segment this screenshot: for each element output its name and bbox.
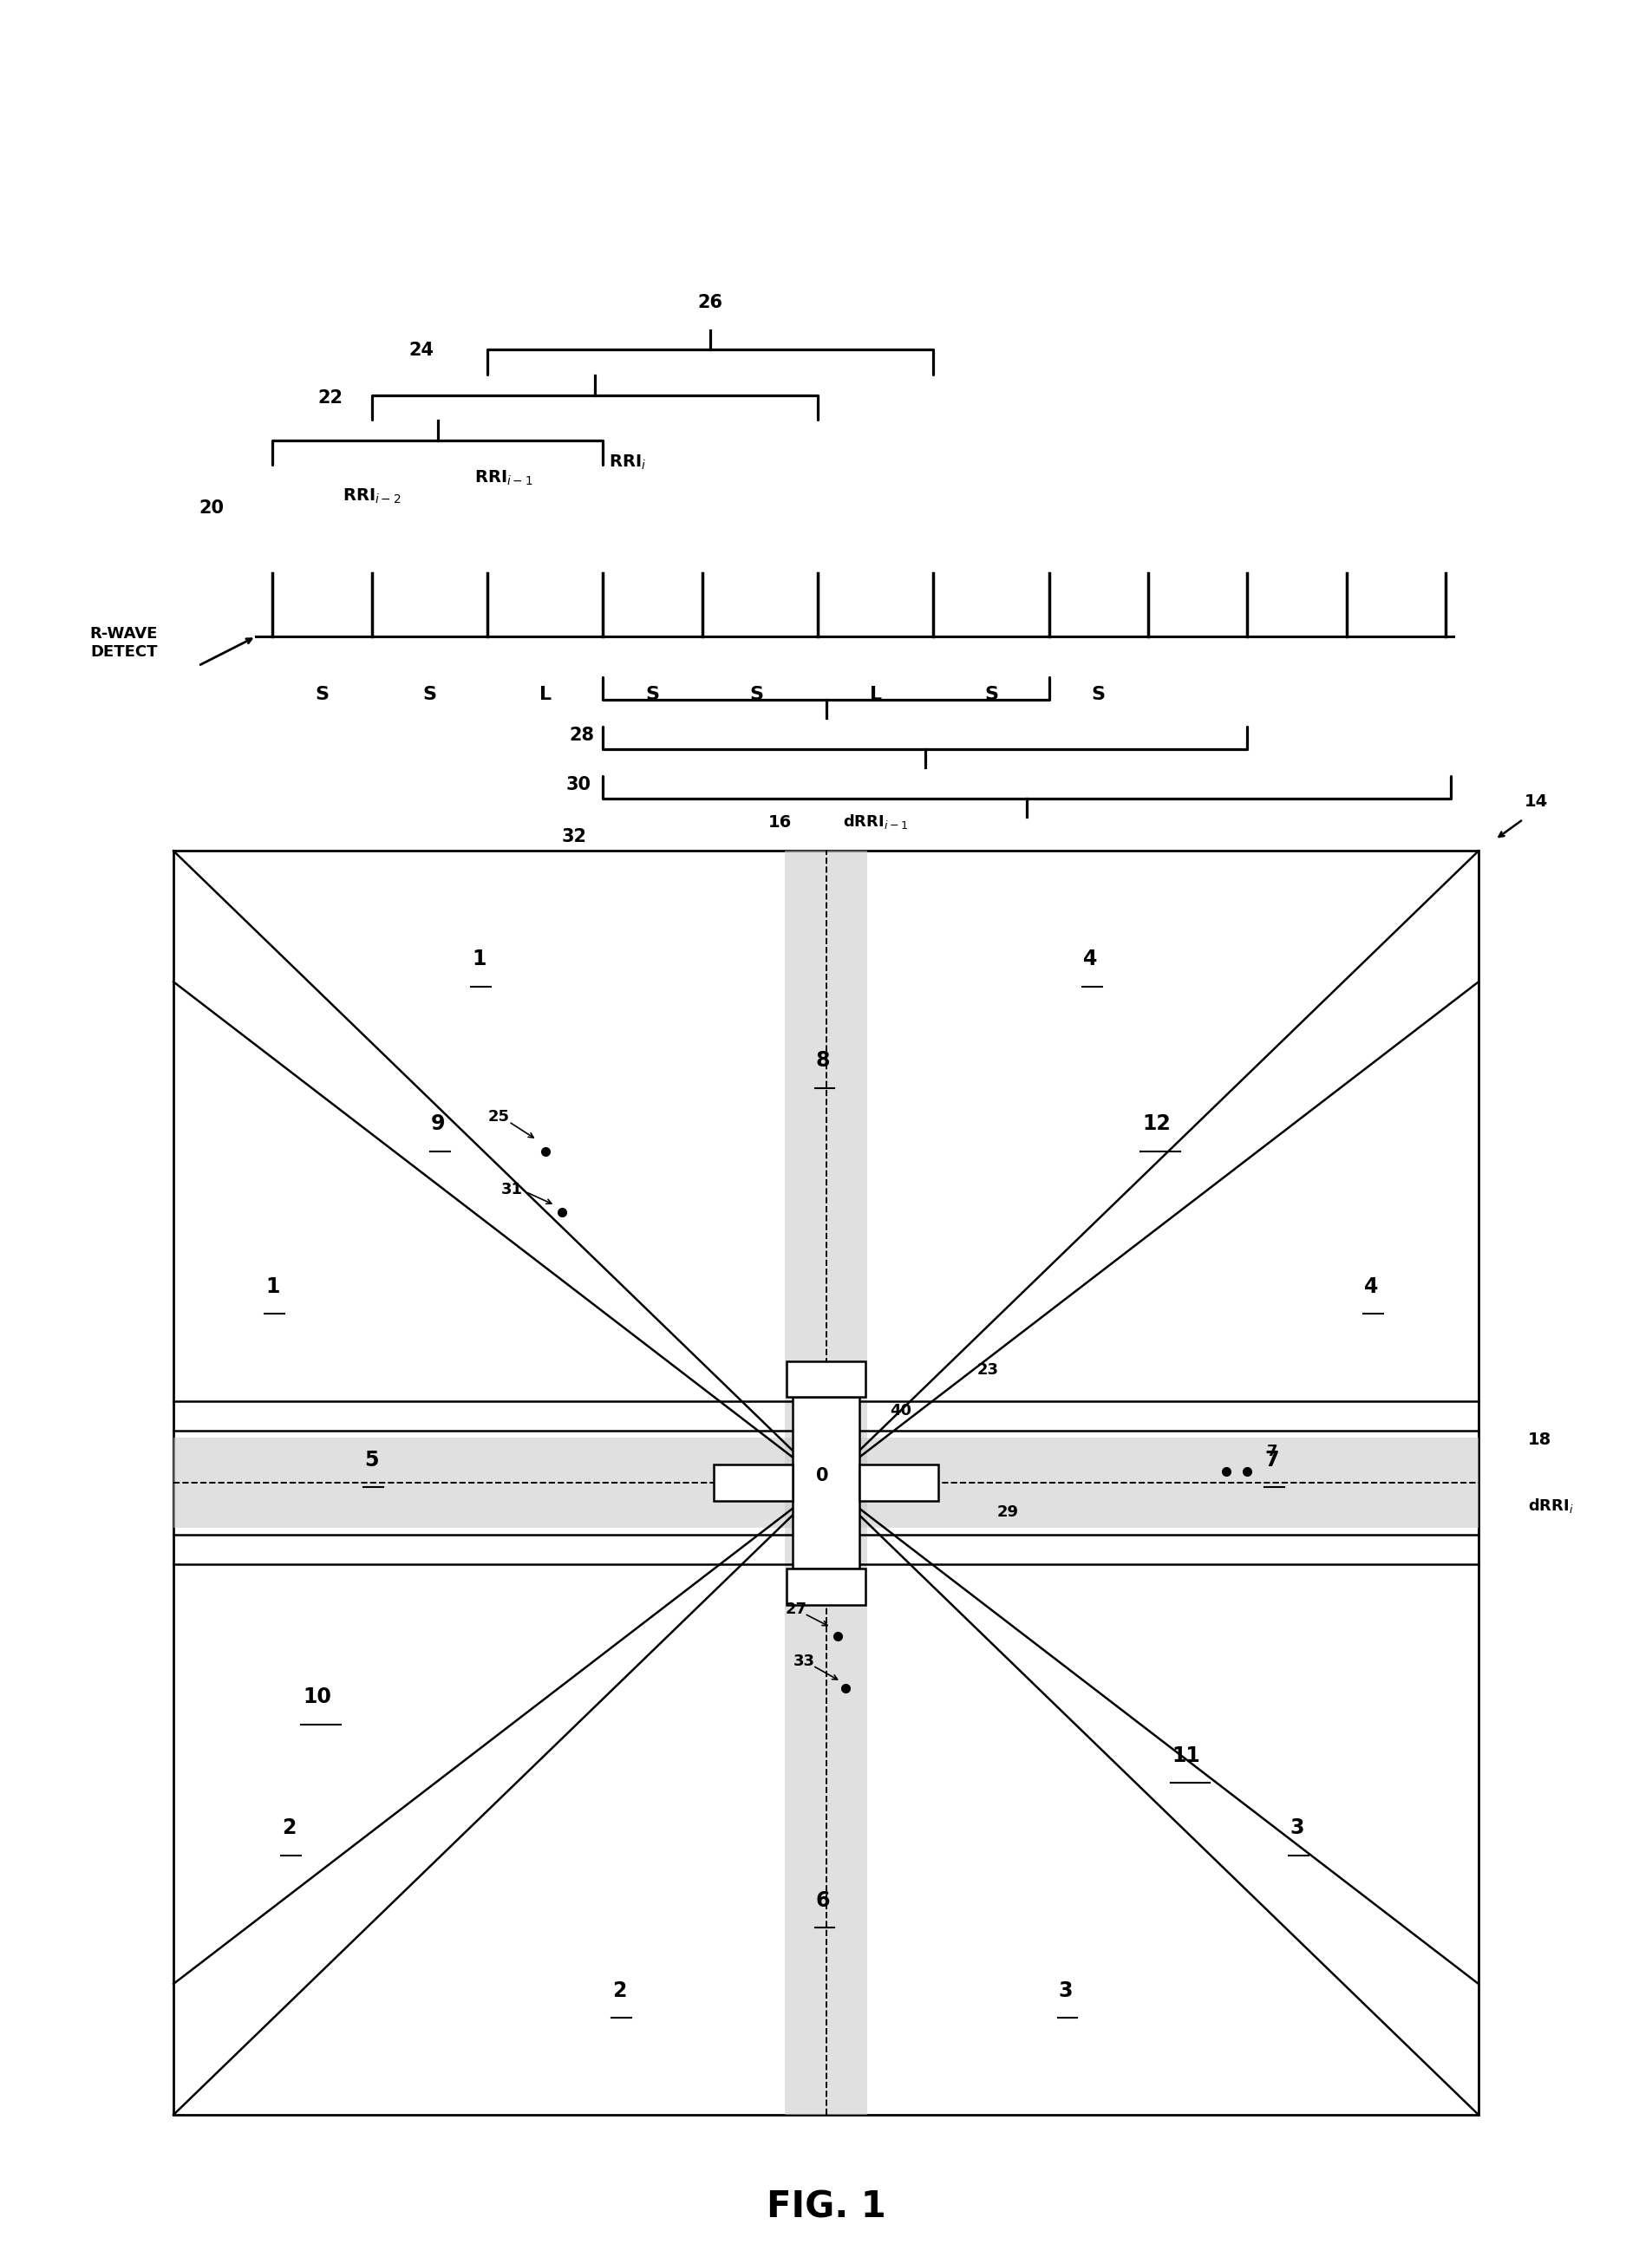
Text: 7: 7 [1265, 1449, 1279, 1472]
Text: 14: 14 [1525, 792, 1548, 810]
Text: 24: 24 [408, 341, 434, 359]
Text: RRI$_{i-1}$: RRI$_{i-1}$ [474, 469, 534, 488]
Text: 20: 20 [198, 499, 225, 517]
Text: RRI$_{i-2}$: RRI$_{i-2}$ [342, 488, 401, 506]
Text: 2: 2 [613, 1979, 626, 2002]
Text: 0: 0 [816, 1467, 829, 1485]
Text: dRRI$_{i-1}$: dRRI$_{i-1}$ [843, 813, 909, 831]
Text: 33: 33 [793, 1654, 816, 1668]
Text: 31: 31 [501, 1183, 524, 1196]
Bar [786, 1361, 866, 1397]
Text: 5: 5 [365, 1449, 378, 1472]
Text: 6: 6 [816, 1889, 829, 1912]
Text: 28: 28 [570, 727, 595, 745]
Text: 11: 11 [1171, 1745, 1201, 1767]
Text: 4: 4 [1084, 948, 1097, 971]
Text: R-WAVE
DETECT: R-WAVE DETECT [89, 627, 159, 659]
Text: FIG. 1: FIG. 1 [767, 2189, 885, 2225]
Text: 7: 7 [1267, 1444, 1277, 1458]
Text: S: S [750, 686, 763, 704]
Text: 3: 3 [1290, 1817, 1303, 1839]
Bar [173, 1438, 1479, 1528]
Text: 16: 16 [768, 815, 791, 831]
Text: 10: 10 [302, 1686, 332, 1709]
Text: 2: 2 [282, 1817, 296, 1839]
Text: 26: 26 [697, 293, 724, 311]
Bar [173, 851, 1479, 2115]
Bar [793, 1397, 859, 1569]
Text: 4: 4 [1365, 1275, 1378, 1298]
Text: L: L [869, 686, 882, 704]
Text: 9: 9 [431, 1113, 444, 1135]
Text: S: S [423, 686, 436, 704]
Text: 1: 1 [266, 1275, 279, 1298]
Text: S: S [985, 686, 998, 704]
Bar [859, 1465, 938, 1501]
Text: 18: 18 [1528, 1431, 1551, 1449]
Text: 27: 27 [785, 1602, 808, 1616]
Text: RRI$_i$: RRI$_i$ [610, 454, 646, 472]
Text: 12: 12 [1142, 1113, 1171, 1135]
Bar [714, 1465, 793, 1501]
Text: S: S [1092, 686, 1105, 704]
Text: dRRI$_i$: dRRI$_i$ [1528, 1496, 1574, 1514]
Text: 30: 30 [567, 776, 591, 794]
Text: 3: 3 [1059, 1979, 1072, 2002]
Text: 25: 25 [487, 1110, 510, 1124]
Text: 8: 8 [816, 1050, 829, 1072]
Text: 32: 32 [562, 828, 586, 846]
Bar [785, 851, 867, 2115]
Text: L: L [539, 686, 552, 704]
Text: 29: 29 [996, 1505, 1019, 1519]
Text: S: S [316, 686, 329, 704]
Text: 1: 1 [472, 948, 486, 971]
Text: S: S [646, 686, 659, 704]
Text: 40: 40 [889, 1404, 912, 1417]
Bar [786, 1569, 866, 1605]
Text: 22: 22 [317, 388, 344, 406]
Text: 23: 23 [976, 1363, 999, 1377]
